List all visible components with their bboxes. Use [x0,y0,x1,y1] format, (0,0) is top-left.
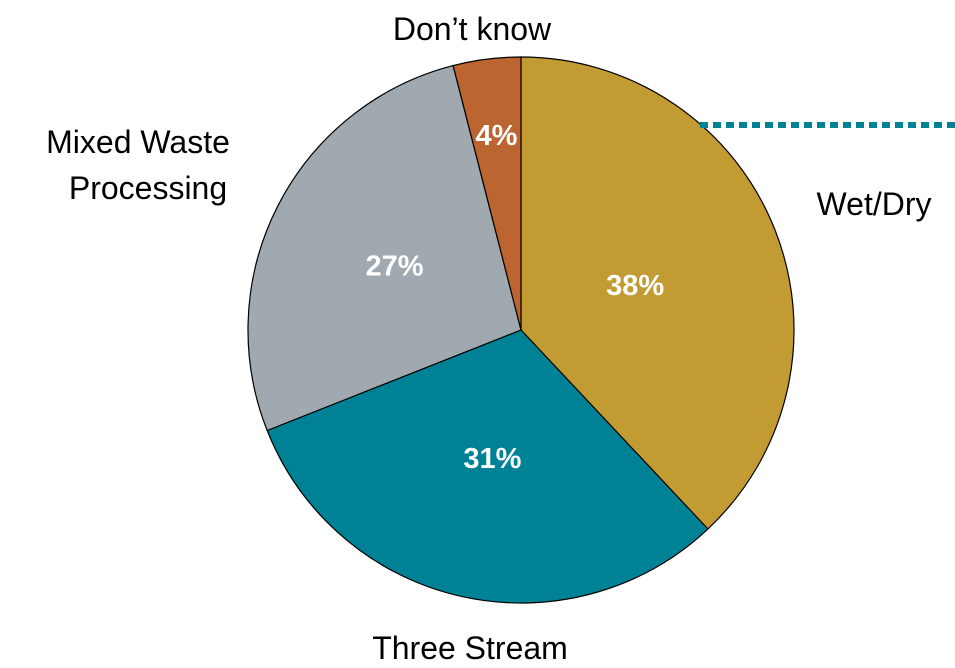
slice-value-label: 27% [365,251,423,283]
label-wet-dry: Wet/Dry [817,186,932,222]
slice-value-label: 4% [475,120,517,152]
pie-slice-three-stream [266,329,709,604]
pie-slice-don-t-know [452,56,522,331]
label-three-stream: Three Stream [372,630,568,666]
label-mixed-waste-line1: Mixed Waste [46,124,230,160]
slice-value-label: 31% [463,443,521,475]
pie-slice-mixed-waste-processing [247,64,522,432]
pie-slices [247,56,795,604]
label-dont-know: Don’t know [393,11,552,47]
label-mixed-waste-line2: Processing [69,170,227,206]
pie-slice-wet-dry [520,56,795,530]
slice-value-label: 38% [606,270,664,302]
slice-value-labels: 38% 31% 27% 4% [365,120,664,475]
